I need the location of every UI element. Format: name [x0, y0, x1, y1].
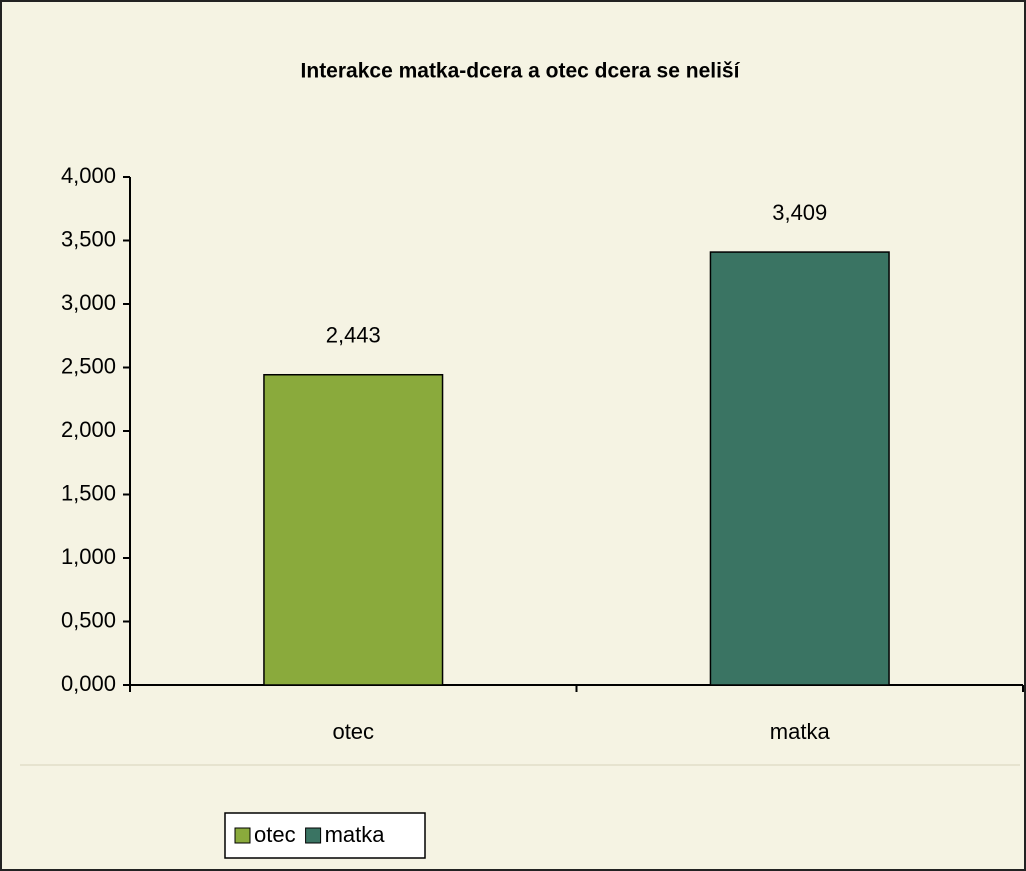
bar: [709, 251, 890, 686]
chart-title: Interakce matka-dcera a otec dcera se ne…: [301, 60, 741, 83]
y-tick-label: 4,000: [61, 163, 116, 188]
x-tick-label: otec: [332, 719, 374, 744]
legend-label: otec: [254, 822, 296, 847]
legend-label: matka: [325, 822, 386, 847]
legend-box: [224, 812, 426, 859]
legend-swatch: [234, 827, 251, 844]
y-tick-label: 0,500: [61, 607, 116, 632]
data-label: 2,443: [326, 323, 381, 348]
data-label: 3,409: [772, 200, 827, 225]
legend-swatch: [305, 827, 322, 844]
y-tick-label: 2,500: [61, 353, 116, 378]
y-tick-label: 3,000: [61, 290, 116, 315]
y-tick-label: 0,000: [61, 671, 116, 696]
y-tick-label: 3,500: [61, 226, 116, 251]
x-tick-label: matka: [770, 719, 831, 744]
y-tick-label: 1,500: [61, 480, 116, 505]
y-tick-label: 2,000: [61, 417, 116, 442]
y-tick-label: 1,000: [61, 544, 116, 569]
bar: [263, 373, 444, 686]
